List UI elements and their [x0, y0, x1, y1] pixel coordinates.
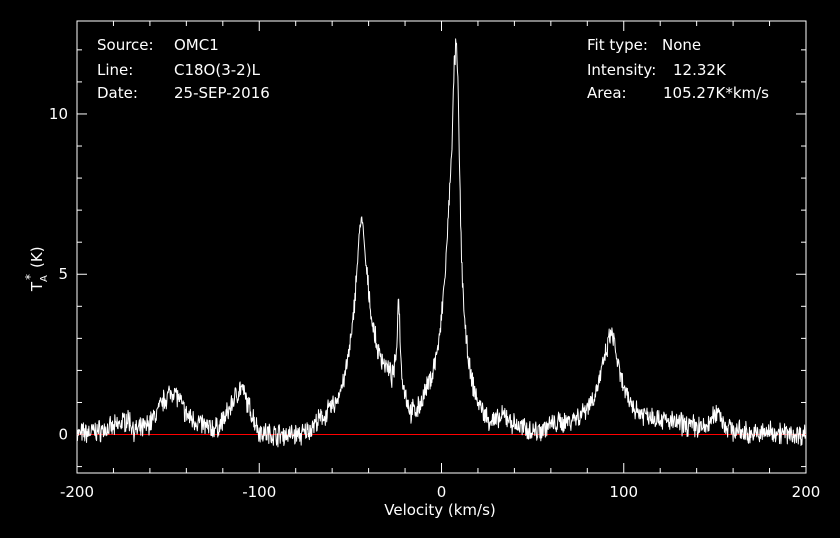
- source-label: Source:: [97, 36, 154, 54]
- intensity-value: 12.32K: [673, 61, 727, 79]
- fit-type-label: Fit type:: [587, 36, 648, 54]
- y-axis-label-symbol: T: [28, 281, 46, 292]
- area-label: Area:: [587, 84, 627, 102]
- x-tick-label: 0: [437, 483, 447, 501]
- y-axis-label-unit: (K): [28, 246, 46, 268]
- spectrum-line: [76, 38, 807, 448]
- x-axis-label: Velocity (km/s): [384, 501, 495, 519]
- source-value: OMC1: [174, 36, 219, 54]
- intensity-label: Intensity:: [587, 61, 656, 79]
- x-tick-label: 200: [792, 483, 821, 501]
- x-tick-label: -100: [242, 483, 276, 501]
- line-value: C18O(3-2)L: [174, 61, 261, 79]
- y-axis-label-subscript: A: [39, 275, 50, 282]
- tick-labels: -200 -100 0 100 200 0 5 10: [49, 105, 820, 501]
- y-axis-label-superscript: *: [23, 274, 37, 280]
- y-tick-label: 5: [58, 265, 68, 283]
- y-tick-label: 0: [58, 426, 68, 444]
- fit-type-value: None: [662, 36, 701, 54]
- area-value: 105.27K*km/s: [663, 84, 769, 102]
- x-tick-label: -200: [60, 483, 94, 501]
- date-value: 25-SEP-2016: [174, 84, 270, 102]
- y-tick-label: 10: [49, 105, 68, 123]
- date-label: Date:: [97, 84, 138, 102]
- x-tick-label: 100: [609, 483, 638, 501]
- y-axis-label: T A * (K): [23, 246, 50, 292]
- series-layer: [76, 38, 807, 448]
- line-label: Line:: [97, 61, 133, 79]
